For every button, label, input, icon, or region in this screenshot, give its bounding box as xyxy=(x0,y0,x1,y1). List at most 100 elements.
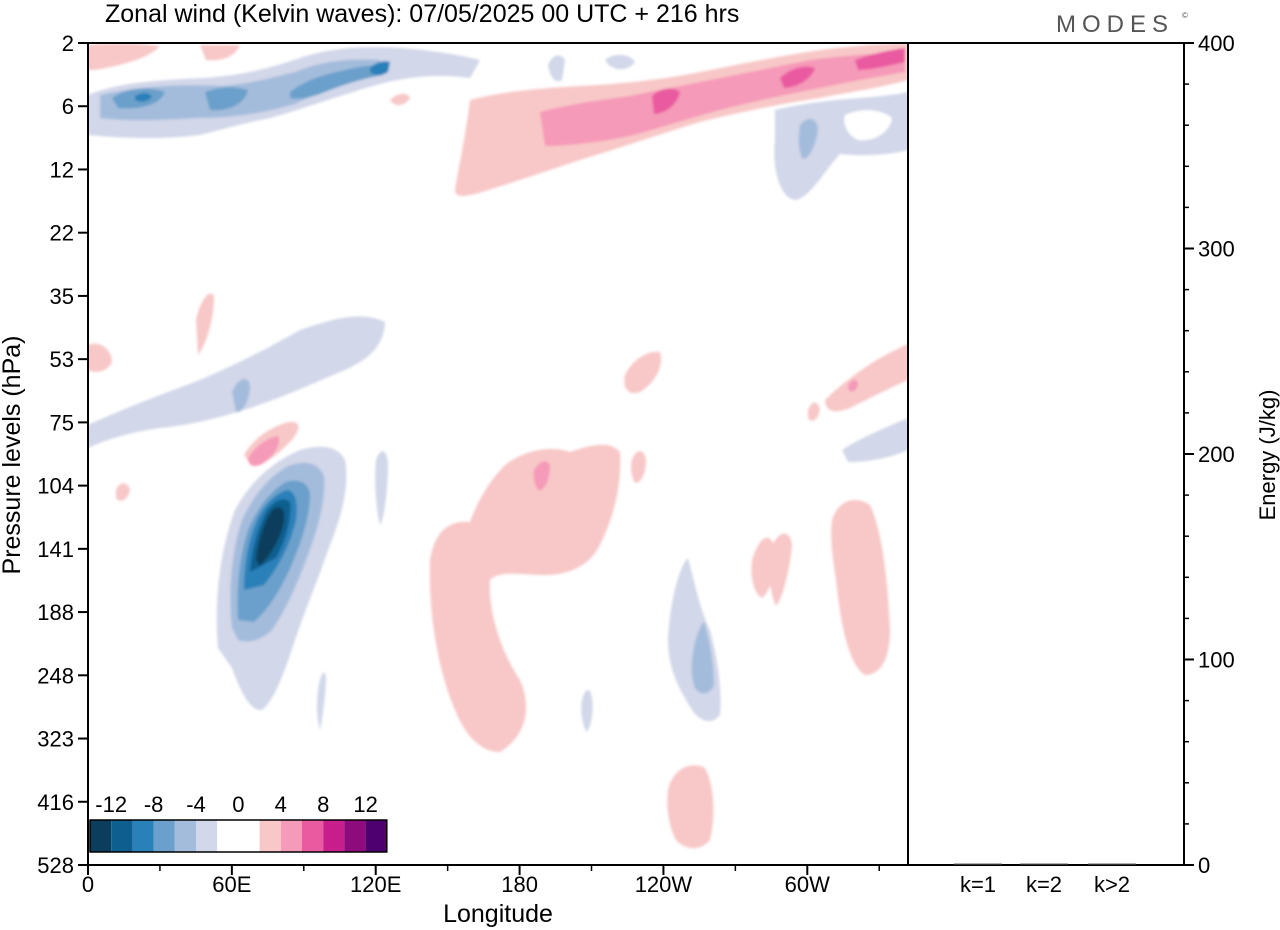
colorbar-swatch xyxy=(174,820,196,852)
contour-neg-mid-core xyxy=(232,378,250,413)
colorbar-label: 0 xyxy=(232,792,244,817)
energy-tick-label: 100 xyxy=(1198,648,1235,673)
colorbar-swatch xyxy=(302,820,324,852)
contour-neg-upper-left-core xyxy=(135,93,152,102)
contour-neg-small-bottom xyxy=(581,689,593,732)
y-tick-label: 2 xyxy=(62,31,74,56)
y-tick-label: 188 xyxy=(37,600,74,625)
colorbar-swatch xyxy=(132,820,154,852)
contour-neg-150W-core xyxy=(691,622,714,694)
colorbar-swatch xyxy=(344,820,366,852)
colorbar-swatch xyxy=(196,820,218,852)
y-tick-label: 416 xyxy=(37,790,74,815)
contour-neg-small-left xyxy=(316,672,326,730)
contour-neg-upper-right xyxy=(774,92,908,200)
contour-pos-53-blob xyxy=(624,351,662,394)
contour-neg-small-mid xyxy=(375,451,388,525)
y-tick-label: 53 xyxy=(50,347,74,372)
y-tick-label: 528 xyxy=(37,853,74,878)
energy-category-label: k=1 xyxy=(960,872,996,897)
y-tick-label: 323 xyxy=(37,727,74,752)
y-tick-label: 22 xyxy=(50,221,74,246)
colorbar: -12 -8 -4 0 4 8 12 xyxy=(88,790,389,854)
energy-axis-label: Energy (J/kg) xyxy=(1255,390,1280,521)
x-tick-label: 120E xyxy=(350,872,401,897)
contour-pos-mid-left-core xyxy=(248,436,280,466)
contour-pos-141-blob2 xyxy=(769,533,792,606)
colorbar-swatch xyxy=(153,820,175,852)
colorbar-frame xyxy=(89,819,388,853)
contour-pos-upper-core-2 xyxy=(780,66,815,88)
colorbar-swatch xyxy=(111,820,133,852)
contour-neg-upper-far2 xyxy=(605,54,635,70)
chart-title: Zonal wind (Kelvin waves): 07/05/2025 00… xyxy=(105,0,739,28)
energy-axis: 0 100 200 300 400 xyxy=(1184,31,1235,878)
contour-pos-left-53 xyxy=(88,343,112,372)
energy-category-label: k=2 xyxy=(1026,872,1062,897)
x-axis-label: Longitude xyxy=(443,900,553,928)
colorbar-label: 8 xyxy=(317,792,329,817)
colorbar-swatch xyxy=(217,820,239,852)
colorbar-swatch xyxy=(280,820,302,852)
colorbar-swatch xyxy=(238,820,260,852)
contour-pos-right-53-core xyxy=(848,379,858,392)
contour-neg-upper-core-2 xyxy=(370,61,390,75)
contour-pos-left-top-2 xyxy=(200,45,240,61)
contour-pos-right-main xyxy=(831,500,890,675)
colorbar-label: -4 xyxy=(186,792,206,817)
contour-neg-upper-far xyxy=(548,55,565,82)
colorbar-swatch xyxy=(365,820,387,852)
x-tick-label: 60E xyxy=(212,872,251,897)
colorbar-swatch xyxy=(323,820,345,852)
y-tick-label: 104 xyxy=(37,474,74,499)
x-tick-label: 0 xyxy=(82,872,94,897)
y-tick-label: 75 xyxy=(50,410,74,435)
contour-pos-left-35 xyxy=(196,293,214,355)
colorbar-label: 12 xyxy=(353,792,377,817)
x-tick-label: 180 xyxy=(501,872,538,897)
brand-logo: MODES xyxy=(1056,11,1174,38)
energy-tick-label: 0 xyxy=(1198,853,1210,878)
contour-neg-mid-band xyxy=(88,316,385,448)
contour-neg-upper-mid xyxy=(205,87,248,111)
y-tick-label: 12 xyxy=(50,157,74,182)
contour-neg-upper-right-hole xyxy=(844,110,892,141)
contour-pos-right-53 xyxy=(825,344,908,412)
contour-pos-141-blob xyxy=(751,537,776,598)
colorbar-label: -12 xyxy=(95,792,127,817)
y-tick-label: 248 xyxy=(37,663,74,688)
contour-field xyxy=(88,43,908,849)
y-axis-label: Pressure levels (hPa) xyxy=(0,336,26,575)
contour-neg-upper-core xyxy=(290,65,385,99)
contour-pos-center-core xyxy=(533,461,550,491)
energy-panel-frame xyxy=(907,42,1185,866)
y-tick-label: 6 xyxy=(62,94,74,119)
x-tick-label: 120W xyxy=(635,872,693,897)
contour-neg-150W xyxy=(668,558,721,722)
energy-tick-label: 400 xyxy=(1198,31,1235,56)
contour-pos-left-top xyxy=(88,43,160,70)
brand-mark: © xyxy=(1182,11,1188,20)
x-axis: 0 60E 120E 180 120W 60W xyxy=(82,865,880,897)
contour-neg-upper-right-core xyxy=(798,118,818,159)
contour-pos-bottom-blob xyxy=(667,765,714,849)
y-axis: 2 6 12 22 35 53 75 104 141 188 248 323 416 528 xyxy=(37,31,88,878)
energy-tick-label: 200 xyxy=(1198,442,1235,467)
colorbar-label: -8 xyxy=(144,792,164,817)
contour-pos-upper-core xyxy=(652,88,680,114)
energy-tick-label: 300 xyxy=(1198,237,1235,262)
contour-pos-center-main xyxy=(429,444,621,752)
contour-neg-main-l5 xyxy=(256,507,285,566)
contour-pos-104-blob xyxy=(630,451,646,483)
energy-bars: k=1 k=2 k>2 xyxy=(954,863,1136,897)
energy-category-label: k>2 xyxy=(1094,872,1130,897)
colorbar-swatch xyxy=(90,820,112,852)
y-tick-label: 141 xyxy=(37,537,74,562)
contour-neg-right-75 xyxy=(842,418,908,462)
x-tick-label: 60W xyxy=(785,872,830,897)
colorbar-label: 4 xyxy=(275,792,287,817)
y-tick-label: 35 xyxy=(50,284,74,309)
contour-pos-left-104 xyxy=(116,483,130,501)
contour-pos-right-75 xyxy=(808,402,820,421)
